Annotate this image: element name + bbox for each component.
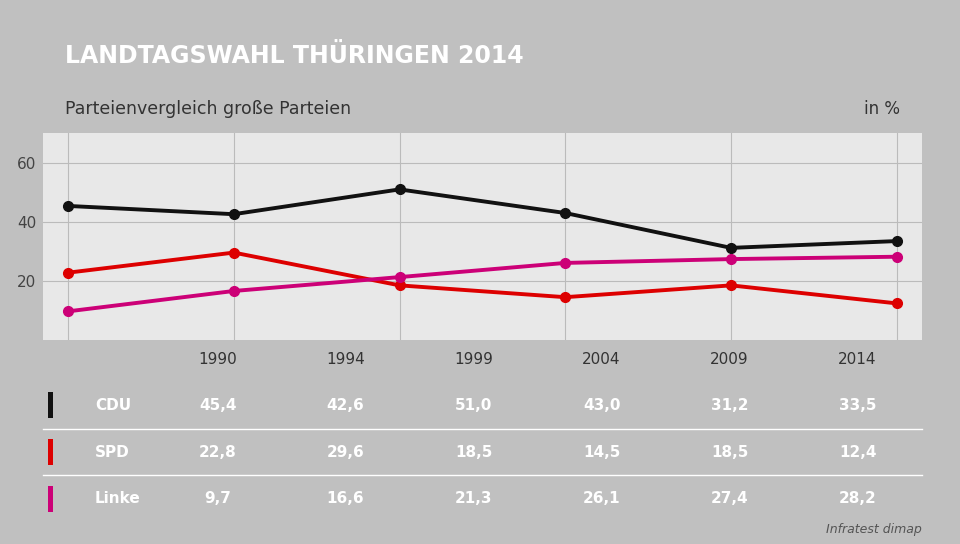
Bar: [48, 439, 53, 465]
Text: 33,5: 33,5: [839, 398, 876, 413]
Text: 9,7: 9,7: [204, 491, 231, 506]
Text: in %: in %: [864, 100, 900, 118]
Text: 31,2: 31,2: [710, 398, 749, 413]
Text: 2004: 2004: [583, 351, 621, 367]
Text: 21,3: 21,3: [455, 491, 492, 506]
Text: 12,4: 12,4: [839, 444, 876, 460]
Text: CDU: CDU: [95, 398, 132, 413]
Text: 42,6: 42,6: [326, 398, 365, 413]
Text: SPD: SPD: [95, 444, 130, 460]
Bar: [48, 392, 53, 418]
Text: Infratest dimap: Infratest dimap: [826, 523, 922, 536]
Text: 29,6: 29,6: [326, 444, 365, 460]
Text: 1990: 1990: [198, 351, 237, 367]
Text: 18,5: 18,5: [455, 444, 492, 460]
Text: 1994: 1994: [326, 351, 365, 367]
Text: 16,6: 16,6: [326, 491, 365, 506]
Text: 18,5: 18,5: [711, 444, 748, 460]
Text: 1999: 1999: [454, 351, 493, 367]
Text: 2009: 2009: [710, 351, 749, 367]
Text: 28,2: 28,2: [839, 491, 876, 506]
Text: 26,1: 26,1: [583, 491, 620, 506]
Bar: [48, 486, 53, 512]
Text: 43,0: 43,0: [583, 398, 620, 413]
Text: 14,5: 14,5: [583, 444, 620, 460]
Text: 2014: 2014: [838, 351, 876, 367]
Text: 45,4: 45,4: [199, 398, 236, 413]
Text: LANDTAGSWAHL THÜRINGEN 2014: LANDTAGSWAHL THÜRINGEN 2014: [65, 44, 524, 68]
Text: 51,0: 51,0: [455, 398, 492, 413]
Text: Parteienvergleich große Parteien: Parteienvergleich große Parteien: [65, 100, 351, 118]
Text: Linke: Linke: [95, 491, 141, 506]
Text: 27,4: 27,4: [710, 491, 749, 506]
Text: 22,8: 22,8: [199, 444, 236, 460]
